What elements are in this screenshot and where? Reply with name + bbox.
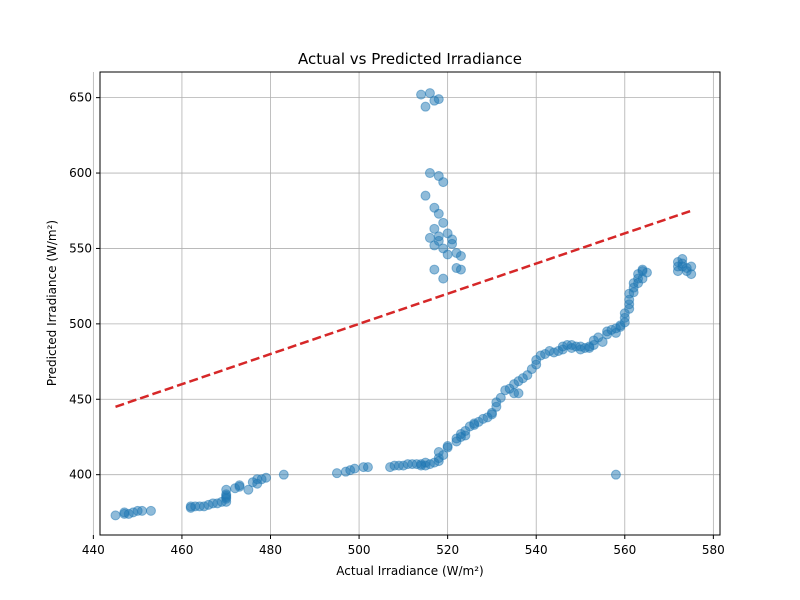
data-point bbox=[433, 94, 444, 105]
data-point bbox=[686, 261, 697, 272]
data-point bbox=[442, 441, 453, 452]
data-point bbox=[442, 228, 453, 239]
x-tick-label: 500 bbox=[348, 543, 371, 557]
y-tick-label: 650 bbox=[69, 91, 92, 105]
data-point bbox=[420, 190, 431, 201]
x-tick-label: 440 bbox=[82, 543, 105, 557]
data-point bbox=[420, 101, 431, 112]
data-point bbox=[331, 468, 342, 479]
data-point bbox=[234, 480, 245, 491]
data-point bbox=[278, 469, 289, 480]
data-point bbox=[110, 510, 121, 521]
x-tick-label: 540 bbox=[525, 543, 548, 557]
data-point bbox=[447, 238, 458, 249]
data-point bbox=[438, 217, 449, 228]
data-point bbox=[486, 409, 497, 420]
data-point bbox=[261, 472, 272, 483]
data-point bbox=[610, 469, 621, 480]
x-axis-label: Actual Irradiance (W/m²) bbox=[336, 564, 483, 578]
data-point bbox=[433, 235, 444, 246]
data-point bbox=[429, 223, 440, 234]
y-tick-label: 400 bbox=[69, 468, 92, 482]
data-point bbox=[424, 232, 435, 243]
data-point bbox=[429, 264, 440, 275]
data-point bbox=[362, 462, 373, 473]
data-point bbox=[416, 89, 427, 100]
data-point bbox=[442, 249, 453, 260]
data-point bbox=[455, 264, 466, 275]
x-tick-label: 580 bbox=[702, 543, 725, 557]
data-point bbox=[597, 336, 608, 347]
data-point bbox=[438, 273, 449, 284]
plot-area: 440 460 480 500 520 540 560 580 400 450 500 550 600 6… bbox=[69, 71, 725, 557]
data-point bbox=[438, 177, 449, 188]
x-tick-label: 480 bbox=[259, 543, 282, 557]
y-tick-label: 450 bbox=[69, 392, 92, 406]
data-point bbox=[424, 88, 435, 99]
axes-frame bbox=[99, 71, 721, 536]
ideal-reference-line bbox=[115, 209, 692, 408]
data-point bbox=[243, 484, 254, 495]
data-point bbox=[641, 267, 652, 278]
y-tick-label: 550 bbox=[69, 241, 92, 255]
data-point bbox=[137, 505, 148, 516]
data-point bbox=[513, 388, 524, 399]
x-tick-label: 520 bbox=[436, 543, 459, 557]
data-point bbox=[145, 505, 156, 516]
data-point bbox=[433, 208, 444, 219]
y-tick-label: 600 bbox=[69, 166, 92, 180]
data-point bbox=[424, 168, 435, 179]
chart-title: Actual vs Predicted Irradiance bbox=[298, 50, 522, 68]
data-point bbox=[455, 250, 466, 261]
data-point bbox=[495, 392, 506, 403]
data-point bbox=[221, 484, 232, 495]
y-tick-label: 500 bbox=[69, 317, 92, 331]
data-point bbox=[677, 254, 688, 265]
x-tick-label: 560 bbox=[613, 543, 636, 557]
data-point bbox=[438, 450, 449, 461]
data-point bbox=[349, 463, 360, 474]
x-tick-label: 460 bbox=[170, 543, 193, 557]
y-axis-label: Predicted Irradiance (W/m²) bbox=[45, 220, 59, 386]
